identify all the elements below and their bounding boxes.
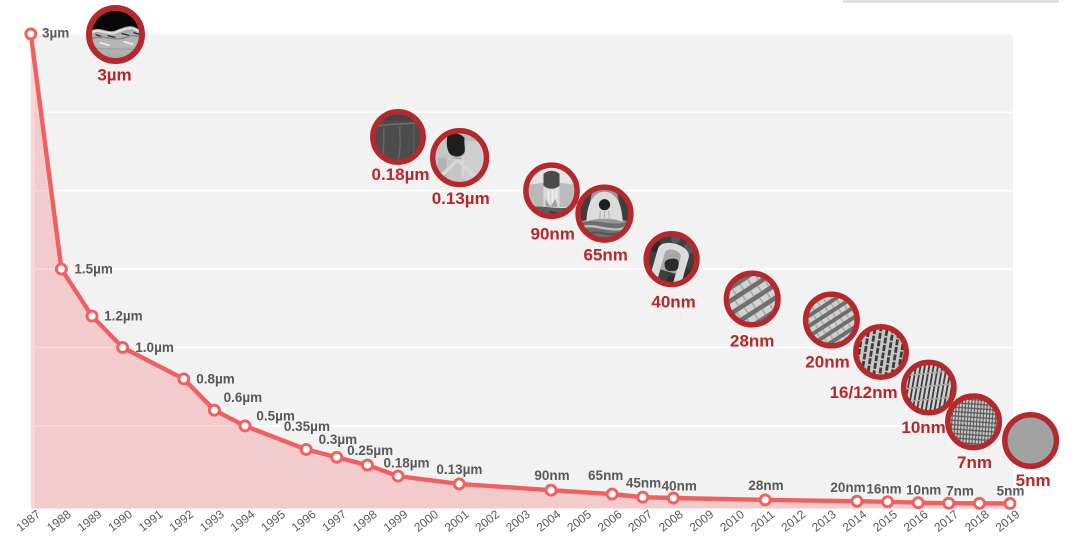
svg-text:0.18µm: 0.18µm <box>372 165 430 184</box>
svg-text:0.25µm: 0.25µm <box>347 443 393 458</box>
svg-text:40nm: 40nm <box>662 479 697 494</box>
svg-text:65nm: 65nm <box>588 468 623 483</box>
svg-text:0.6µm: 0.6µm <box>224 390 263 405</box>
svg-text:3µm: 3µm <box>97 66 131 85</box>
svg-text:1.2µm: 1.2µm <box>104 309 143 324</box>
svg-text:16nm: 16nm <box>866 482 901 497</box>
svg-text:5nm: 5nm <box>997 484 1025 499</box>
svg-text:3µm: 3µm <box>42 26 69 41</box>
svg-text:0.5µm: 0.5µm <box>256 409 295 424</box>
svg-text:16/12nm: 16/12nm <box>830 383 898 402</box>
svg-text:0.8µm: 0.8µm <box>196 371 235 386</box>
svg-text:65nm: 65nm <box>583 245 627 264</box>
svg-text:90nm: 90nm <box>534 468 569 483</box>
svg-text:90nm: 90nm <box>530 225 574 244</box>
svg-text:0.18µm: 0.18µm <box>383 455 429 470</box>
svg-text:40nm: 40nm <box>651 292 695 311</box>
svg-text:7nm: 7nm <box>946 484 974 499</box>
svg-text:20nm: 20nm <box>805 352 849 371</box>
svg-text:0.13µm: 0.13µm <box>432 189 490 208</box>
svg-text:7nm: 7nm <box>957 453 992 472</box>
svg-text:10nm: 10nm <box>906 483 941 498</box>
svg-text:28nm: 28nm <box>748 478 783 493</box>
svg-text:10nm: 10nm <box>901 418 945 437</box>
svg-text:20nm: 20nm <box>830 480 865 495</box>
svg-text:28nm: 28nm <box>730 332 774 351</box>
svg-text:0.13µm: 0.13µm <box>436 462 482 477</box>
svg-text:1.0µm: 1.0µm <box>135 340 174 355</box>
svg-text:5nm: 5nm <box>1016 471 1051 490</box>
svg-text:45nm: 45nm <box>626 476 661 491</box>
svg-text:0.35µm: 0.35µm <box>284 419 330 434</box>
svg-text:1.5µm: 1.5µm <box>74 262 113 277</box>
svg-text:0.3µm: 0.3µm <box>319 432 358 447</box>
